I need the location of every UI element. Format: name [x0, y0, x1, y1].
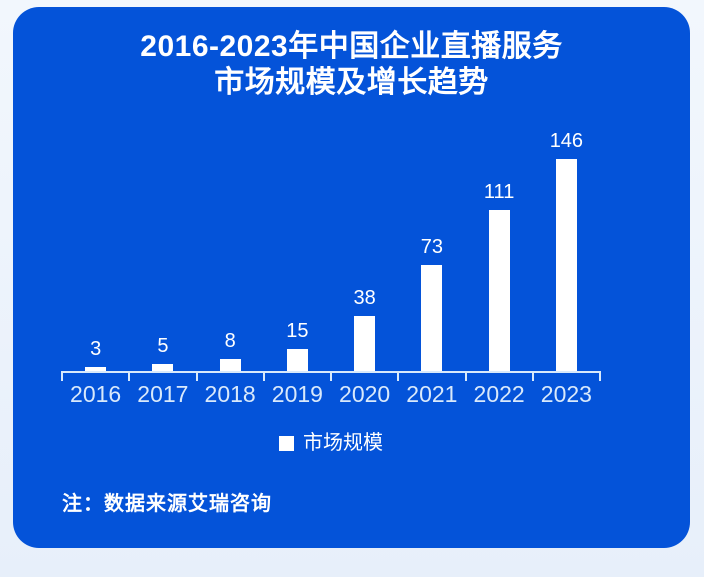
bar-value-label: 15 — [286, 320, 309, 342]
x-axis-label: 2021 — [406, 381, 458, 407]
bar — [85, 367, 107, 371]
bar-value-label: 8 — [224, 330, 236, 352]
legend-square-icon — [279, 435, 294, 451]
x-axis-label: 2019 — [271, 381, 323, 407]
bar-group: 73 — [398, 117, 465, 371]
x-axis-tick — [532, 373, 534, 381]
bar — [286, 349, 308, 371]
x-axis-label: 2016 — [70, 381, 122, 407]
legend-label: 市场规模 — [303, 432, 383, 454]
bar-group: 146 — [533, 117, 600, 371]
bar — [421, 265, 443, 371]
x-axis-tick — [196, 373, 198, 381]
bar-chart: 3 5 8 15 38 73 111 146 2016 2017 2018 2019 2020 2021… — [61, 117, 601, 417]
x-axis-label: 2020 — [339, 381, 391, 407]
bar — [152, 364, 174, 371]
x-axis-line — [61, 371, 601, 373]
x-axis-tick — [465, 373, 467, 381]
x-axis-label: 2022 — [473, 381, 525, 407]
x-axis-tick — [330, 373, 332, 381]
x-axis-label: 2017 — [137, 381, 189, 407]
bar-group: 15 — [264, 117, 331, 371]
bar-value-label: 73 — [420, 236, 443, 258]
bar-group: 3 — [62, 117, 129, 371]
x-axis-tick — [397, 373, 399, 381]
bar-value-label: 111 — [483, 181, 515, 203]
chart-card: 2016-2023年中国企业直播服务 市场规模及增长趋势 3 5 8 15 38 73 11… — [13, 7, 690, 548]
bar-value-label: 146 — [549, 130, 584, 152]
legend: 市场规模 — [62, 431, 600, 455]
bar — [488, 210, 510, 371]
x-axis-label: 2018 — [204, 381, 256, 407]
x-axis-tick — [263, 373, 265, 381]
bars-area: 3 5 8 15 38 73 111 146 — [62, 117, 600, 371]
source-note: 注：数据来源艾瑞咨询 — [62, 493, 272, 515]
bar — [555, 159, 577, 371]
chart-title-line1: 2016-2023年中国企业直播服务 — [140, 30, 563, 63]
bar — [219, 359, 241, 371]
x-axis-tick — [128, 373, 130, 381]
bar-group: 38 — [331, 117, 398, 371]
chart-title: 2016-2023年中国企业直播服务 市场规模及增长趋势 — [13, 29, 690, 101]
bar-value-label: 5 — [157, 335, 169, 357]
x-axis-tick — [61, 373, 63, 381]
x-axis-label: 2023 — [540, 381, 592, 407]
x-axis-labels: 2016 2017 2018 2019 2020 2021 2022 2023 — [62, 381, 600, 407]
bar-group: 5 — [129, 117, 196, 371]
bar-value-label: 38 — [353, 287, 376, 309]
bar-value-label: 3 — [90, 338, 102, 360]
bar-group: 111 — [466, 117, 533, 371]
x-axis-tick — [599, 373, 601, 381]
bar-group: 8 — [197, 117, 264, 371]
bar — [354, 316, 376, 371]
chart-title-line2: 市场规模及增长趋势 — [214, 66, 489, 99]
